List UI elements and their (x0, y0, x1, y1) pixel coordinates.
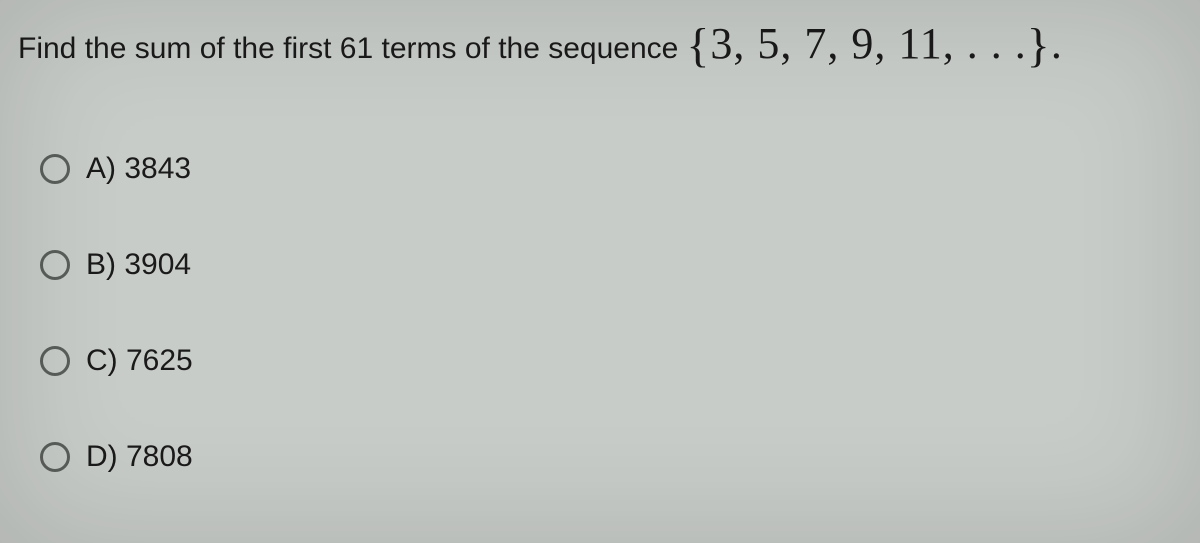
option-letter: A) (86, 152, 116, 185)
radio-icon[interactable] (40, 250, 70, 280)
option-value: 7808 (126, 440, 193, 473)
option-label: C) 7625 (86, 344, 193, 378)
options-group: A) 3843 B) 3904 C) 7625 D) 7808 (18, 152, 1182, 474)
option-label: A) 3843 (86, 152, 191, 186)
radio-icon[interactable] (40, 442, 70, 472)
sequence-body: 3, 5, 7, 9, 11, . . . (710, 19, 1026, 68)
option-b[interactable]: B) 3904 (40, 248, 1182, 282)
option-label: D) 7808 (86, 440, 193, 474)
sequence-expression: {3, 5, 7, 9, 11, . . .}. (686, 12, 1062, 74)
radio-icon[interactable] (40, 154, 70, 184)
option-label: B) 3904 (86, 248, 191, 282)
option-value: 3843 (124, 152, 191, 185)
option-letter: C) (86, 344, 118, 377)
question-page: Find the sum of the first 61 terms of th… (0, 0, 1200, 543)
brace-open: { (686, 19, 710, 72)
option-a[interactable]: A) 3843 (40, 152, 1182, 186)
brace-close: } (1027, 19, 1051, 72)
option-c[interactable]: C) 7625 (40, 344, 1182, 378)
option-value: 7625 (126, 344, 193, 377)
radio-icon[interactable] (40, 346, 70, 376)
option-letter: B) (86, 248, 116, 281)
trailing-period: . (1051, 19, 1063, 68)
question-line: Find the sum of the first 61 terms of th… (18, 12, 1182, 74)
option-value: 3904 (124, 248, 191, 281)
question-prompt: Find the sum of the first 61 terms of th… (18, 29, 678, 68)
option-letter: D) (86, 440, 118, 473)
option-d[interactable]: D) 7808 (40, 440, 1182, 474)
